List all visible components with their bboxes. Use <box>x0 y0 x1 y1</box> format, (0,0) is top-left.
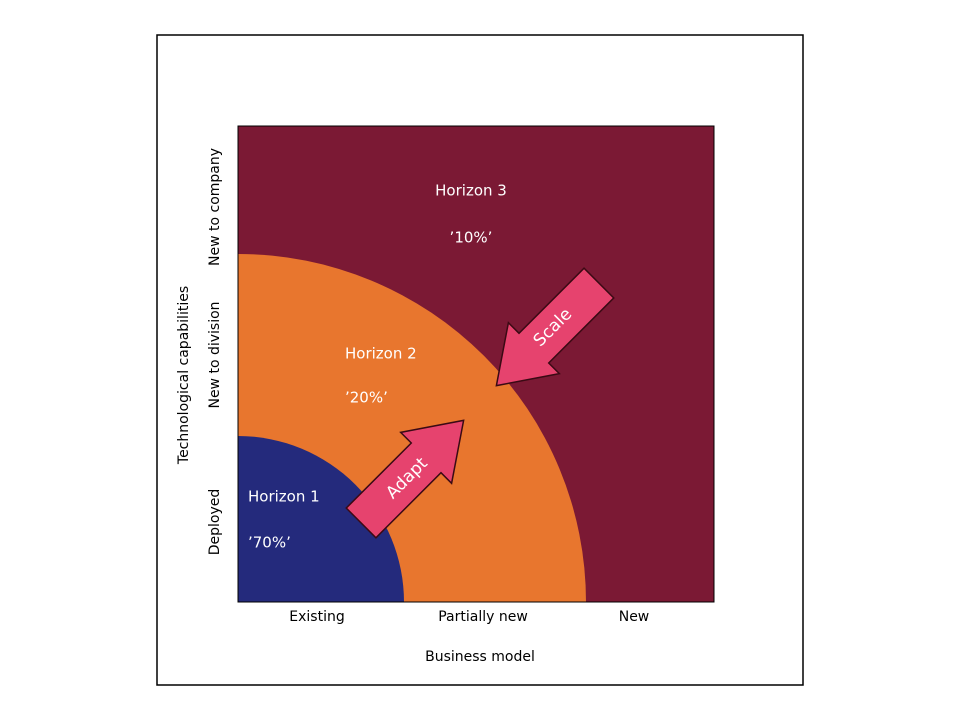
y-axis-title: Technological capabilities <box>176 286 192 465</box>
plot-border <box>237 125 715 603</box>
scale-arrow: Scale <box>495 267 615 387</box>
arrow-shape <box>495 267 615 387</box>
x-label: New <box>619 609 650 625</box>
y-label: New to division <box>207 301 223 408</box>
x-axis-title: Business model <box>425 649 535 665</box>
y-label: New to company <box>207 148 223 266</box>
x-label: Partially new <box>438 609 528 625</box>
horizon-share: ’10%’ <box>450 229 493 247</box>
horizon-label: Horizon 1 <box>248 488 320 506</box>
arrow-shape <box>345 419 465 539</box>
y-label: Deployed <box>207 489 223 556</box>
horizon-share: ’70%’ <box>248 534 291 552</box>
horizon-1-area <box>238 436 404 602</box>
x-label: Existing <box>289 609 344 625</box>
horizon-share: ’20%’ <box>345 389 388 407</box>
horizon-label: Horizon 3 <box>435 182 507 200</box>
horizon-label: Horizon 2 <box>345 345 417 363</box>
